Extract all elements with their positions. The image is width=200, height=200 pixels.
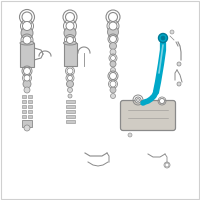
Circle shape bbox=[68, 94, 72, 98]
Circle shape bbox=[110, 87, 116, 93]
Circle shape bbox=[110, 61, 116, 67]
Circle shape bbox=[110, 68, 116, 72]
FancyBboxPatch shape bbox=[120, 100, 176, 130]
Circle shape bbox=[110, 55, 116, 60]
Circle shape bbox=[67, 68, 73, 74]
Circle shape bbox=[24, 87, 30, 93]
Bar bbox=[22, 120, 32, 127]
Circle shape bbox=[110, 43, 116, 49]
Bar bbox=[66, 110, 74, 113]
Circle shape bbox=[22, 12, 32, 22]
Circle shape bbox=[135, 97, 141, 103]
Circle shape bbox=[128, 133, 132, 137]
Bar bbox=[66, 104, 74, 108]
Bar bbox=[28, 104, 32, 108]
Circle shape bbox=[110, 49, 116, 55]
Bar bbox=[28, 99, 32, 103]
Circle shape bbox=[66, 22, 74, 30]
Bar bbox=[28, 114, 32, 118]
Circle shape bbox=[158, 33, 168, 43]
Bar bbox=[20, 43, 34, 67]
Circle shape bbox=[24, 68, 30, 74]
Circle shape bbox=[160, 98, 164, 104]
Circle shape bbox=[66, 12, 74, 21]
Circle shape bbox=[110, 36, 116, 43]
Bar bbox=[66, 114, 74, 118]
Circle shape bbox=[110, 81, 116, 87]
Bar bbox=[22, 110, 26, 113]
Circle shape bbox=[136, 98, 140, 102]
Bar bbox=[28, 110, 32, 113]
Bar bbox=[22, 99, 26, 103]
Circle shape bbox=[110, 72, 116, 79]
Circle shape bbox=[66, 80, 74, 88]
Circle shape bbox=[68, 75, 72, 80]
Bar bbox=[66, 99, 74, 103]
Ellipse shape bbox=[20, 41, 34, 45]
Bar bbox=[28, 95, 32, 98]
Bar bbox=[64, 43, 77, 66]
Circle shape bbox=[64, 27, 76, 39]
Circle shape bbox=[68, 88, 72, 92]
Circle shape bbox=[66, 36, 74, 44]
Circle shape bbox=[24, 75, 30, 81]
Bar bbox=[22, 104, 26, 108]
Circle shape bbox=[177, 62, 181, 66]
Circle shape bbox=[23, 80, 31, 88]
Bar bbox=[22, 114, 26, 118]
Circle shape bbox=[177, 82, 181, 86]
Circle shape bbox=[108, 12, 118, 21]
Bar bbox=[66, 119, 74, 123]
Circle shape bbox=[24, 125, 30, 131]
Circle shape bbox=[161, 36, 165, 40]
Circle shape bbox=[109, 22, 117, 30]
Ellipse shape bbox=[64, 41, 76, 45]
Circle shape bbox=[160, 98, 164, 104]
Circle shape bbox=[165, 163, 169, 167]
Circle shape bbox=[170, 30, 174, 34]
Circle shape bbox=[110, 94, 116, 98]
Bar bbox=[22, 95, 26, 98]
Circle shape bbox=[22, 21, 32, 30]
Circle shape bbox=[108, 26, 118, 38]
Circle shape bbox=[21, 27, 33, 39]
Circle shape bbox=[23, 36, 31, 44]
